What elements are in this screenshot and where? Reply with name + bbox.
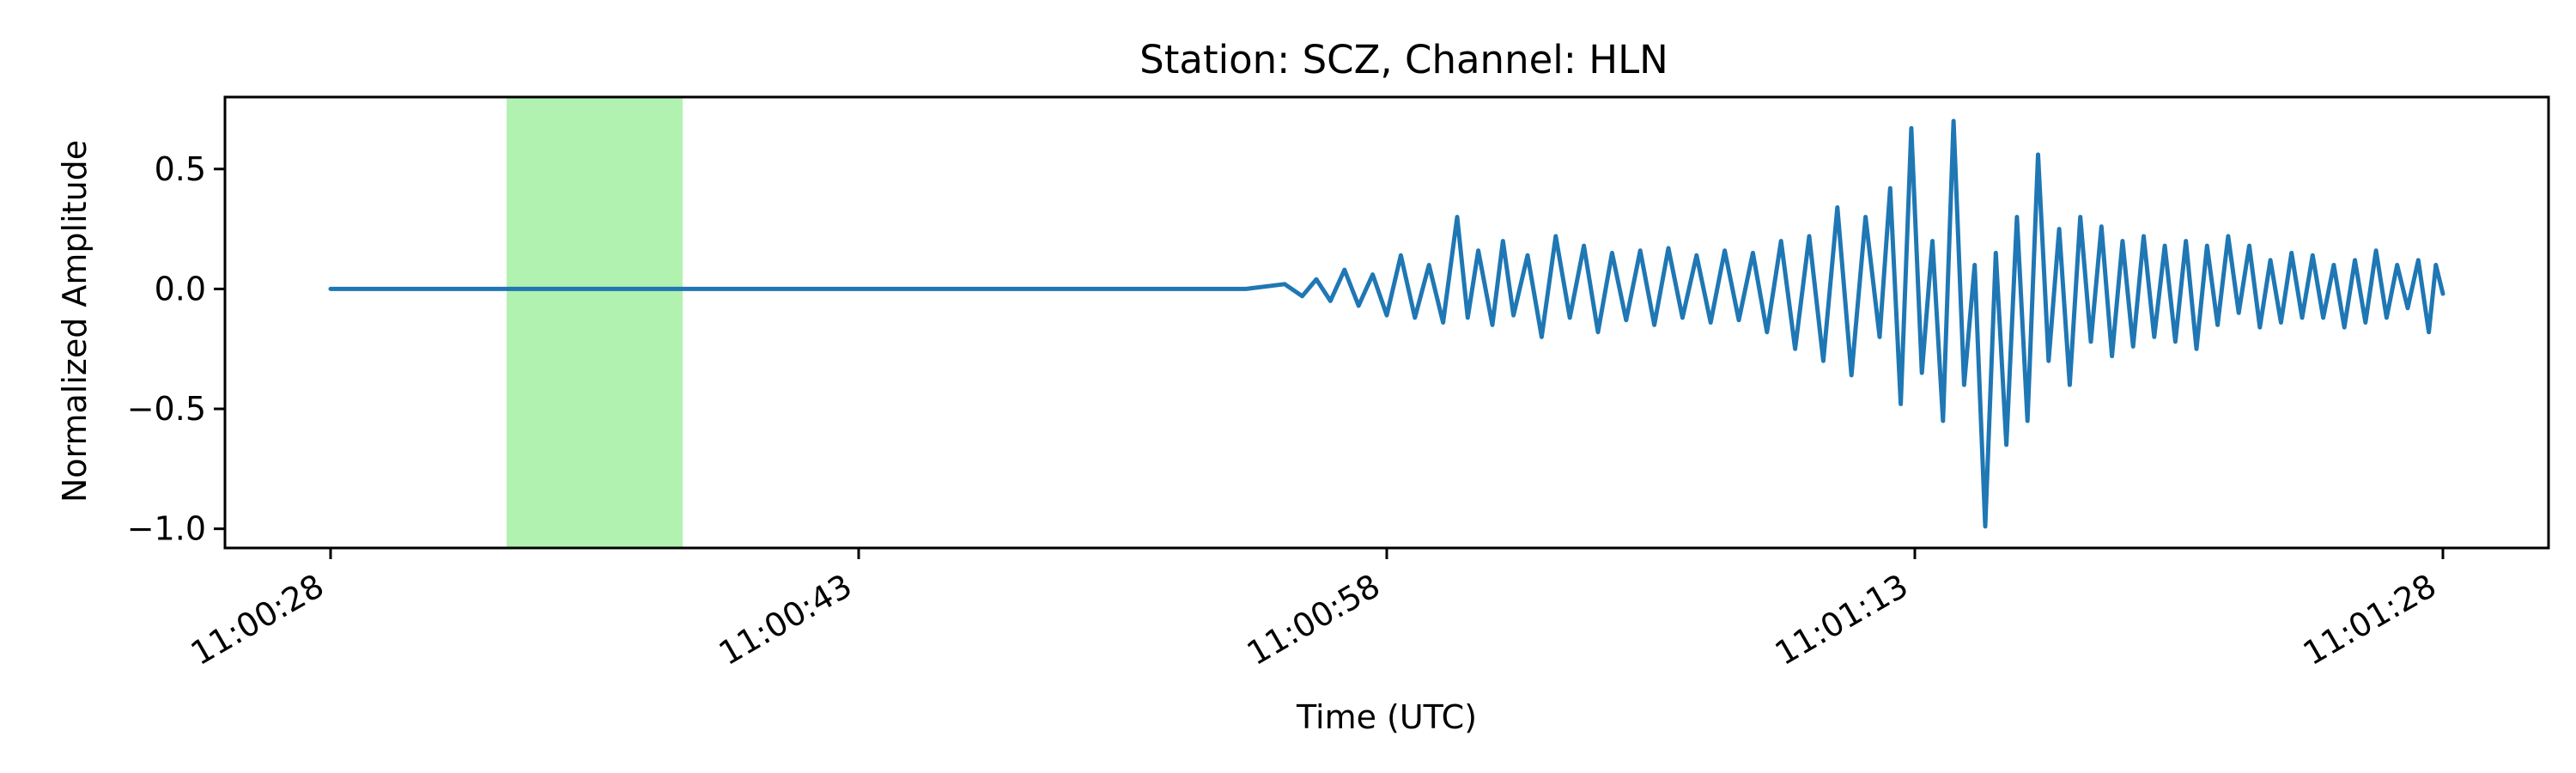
y-ticks: 0.5 0.0 −0.5 −1.0 — [127, 150, 225, 548]
x-axis-label: Time (UTC) — [1296, 698, 1477, 736]
x-tick-label: 11:00:28 — [185, 567, 331, 673]
y-tick-label: −0.5 — [127, 390, 206, 428]
y-tick-label: 0.0 — [155, 270, 206, 307]
y-axis-label: Normalized Amplitude — [56, 140, 94, 502]
y-tick-label: 0.5 — [155, 150, 206, 188]
highlight-span-layer — [507, 97, 683, 548]
waveform-line — [328, 119, 2445, 529]
x-tick-label: 11:01:13 — [1769, 567, 1915, 673]
x-ticks: 11:00:28 11:00:43 11:00:58 11:01:13 11:01:28 — [185, 548, 2445, 673]
x-tick-label: 11:01:28 — [2297, 567, 2443, 673]
chart-title: Station: SCZ, Channel: HLN — [1139, 37, 1668, 82]
waveform-layer — [328, 119, 2445, 529]
x-tick-label: 11:00:58 — [1241, 567, 1387, 673]
x-tick-label: 11:00:43 — [713, 567, 859, 673]
y-tick-label: −1.0 — [127, 510, 206, 548]
highlight-span — [507, 97, 683, 548]
